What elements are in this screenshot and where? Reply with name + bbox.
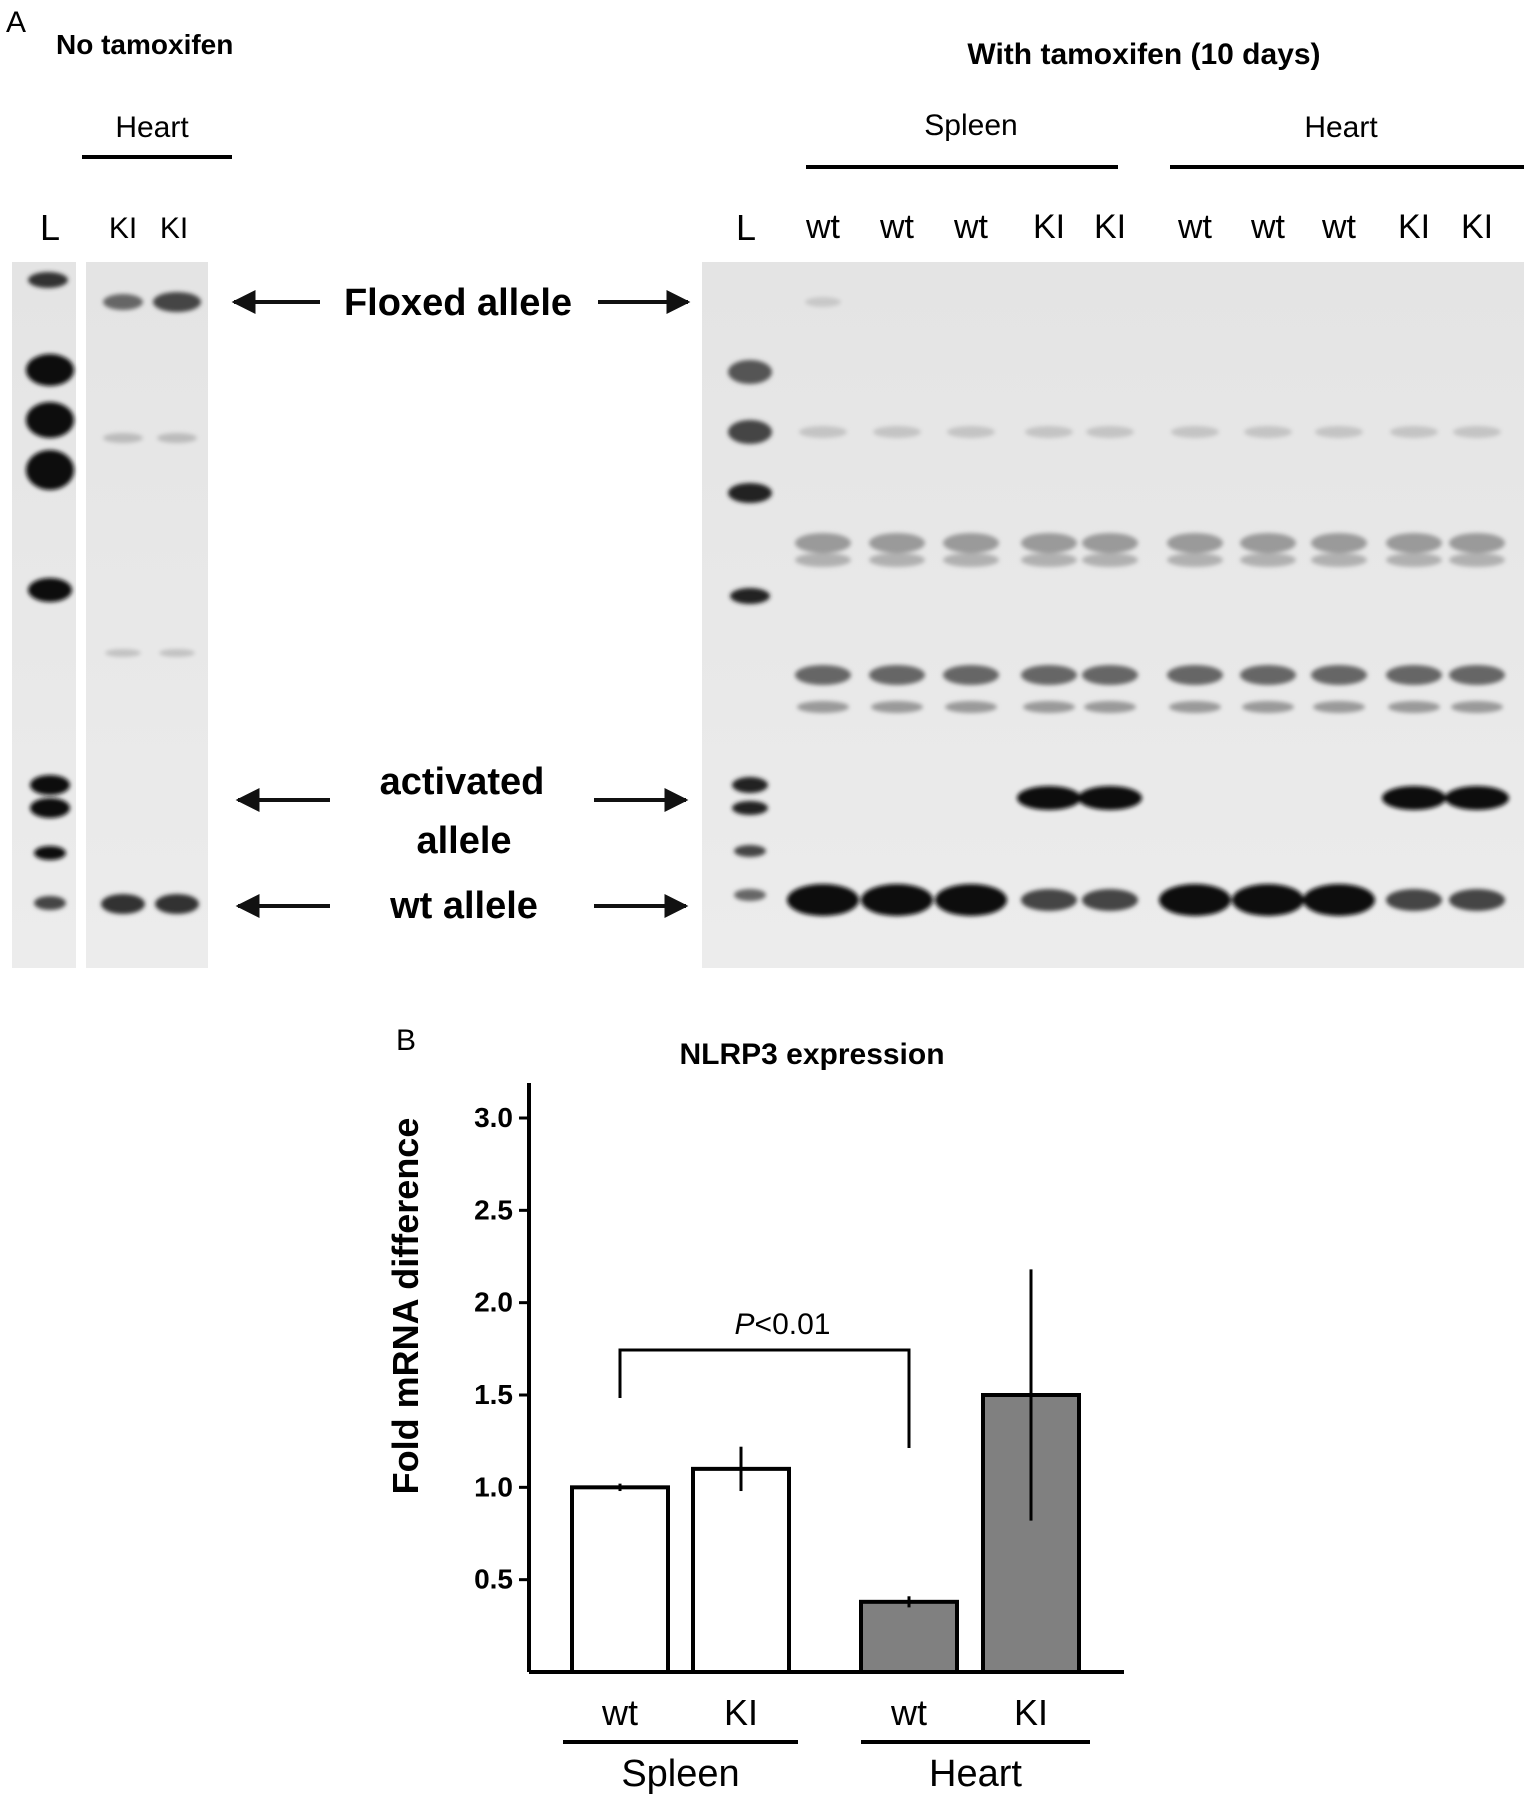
group-label: Heart (929, 1753, 1022, 1795)
bar (859, 1599, 959, 1674)
y-tick-label: 2.5 (474, 1194, 513, 1225)
left-title: No tamoxifen (56, 29, 233, 60)
x-tick-label: wt (890, 1692, 927, 1733)
lane-label: KI (160, 212, 188, 245)
significance-label: P<0.01 (735, 1308, 831, 1341)
left-sample-gel (86, 262, 208, 968)
bar (691, 1466, 791, 1675)
floxed-allele-label: Floxed allele (344, 282, 572, 324)
lane-label: wt (879, 208, 915, 246)
right-lane-labels: wt wt wt KI KI wt wt wt KI KI (805, 208, 1493, 246)
y-tick-label: 1.5 (474, 1379, 513, 1410)
y-tick-label: 0.5 (474, 1564, 513, 1595)
bar (570, 1485, 670, 1675)
right-gel (702, 262, 1524, 968)
left-group-heart: Heart (115, 111, 189, 144)
x-tick-label: KI (724, 1692, 758, 1733)
right-group-heart: Heart (1304, 111, 1378, 144)
ladder-label-right: L (736, 207, 756, 248)
left-ladder-gel (12, 262, 76, 968)
lane-label: KI (1398, 208, 1430, 246)
right-group-spleen: Spleen (924, 109, 1017, 142)
lane-label: KI (1461, 208, 1493, 246)
wt-allele-label: wt allele (389, 885, 538, 927)
significance-bracket (618, 1348, 911, 1448)
panel-b-letter: B (396, 1024, 416, 1057)
lane-label: wt (1321, 208, 1357, 246)
y-tick-label: 2.0 (474, 1287, 513, 1318)
group-label: Spleen (621, 1753, 739, 1795)
chart-title: NLRP3 expression (679, 1038, 944, 1071)
lane-label: KI (1033, 208, 1065, 246)
x-tick-label: KI (1014, 1692, 1048, 1733)
lane-label: wt (953, 208, 989, 246)
y-tick-label: 1.0 (474, 1471, 513, 1502)
activated-allele-label-line2: allele (416, 820, 511, 862)
panel-a-letter: A (6, 6, 26, 39)
lane-label: KI (1094, 208, 1126, 246)
lane-label: wt (1177, 208, 1213, 246)
right-title: With tamoxifen (10 days) (967, 38, 1320, 71)
lane-label: wt (805, 208, 841, 246)
bar-chart: 3.0 2.5 2.0 1.5 1.0 0.5 wt KI wt KI Spleen Heart P<0… (474, 1083, 1124, 1795)
ladder-label-left: L (40, 207, 60, 248)
lane-label: wt (1250, 208, 1286, 246)
activated-allele-label-line1: activated (380, 761, 545, 803)
x-tick-label: wt (601, 1692, 638, 1733)
y-tick-label: 3.0 (474, 1102, 513, 1133)
lane-label: KI (109, 212, 137, 245)
y-axis-label: Fold mRNA difference (385, 1118, 426, 1495)
